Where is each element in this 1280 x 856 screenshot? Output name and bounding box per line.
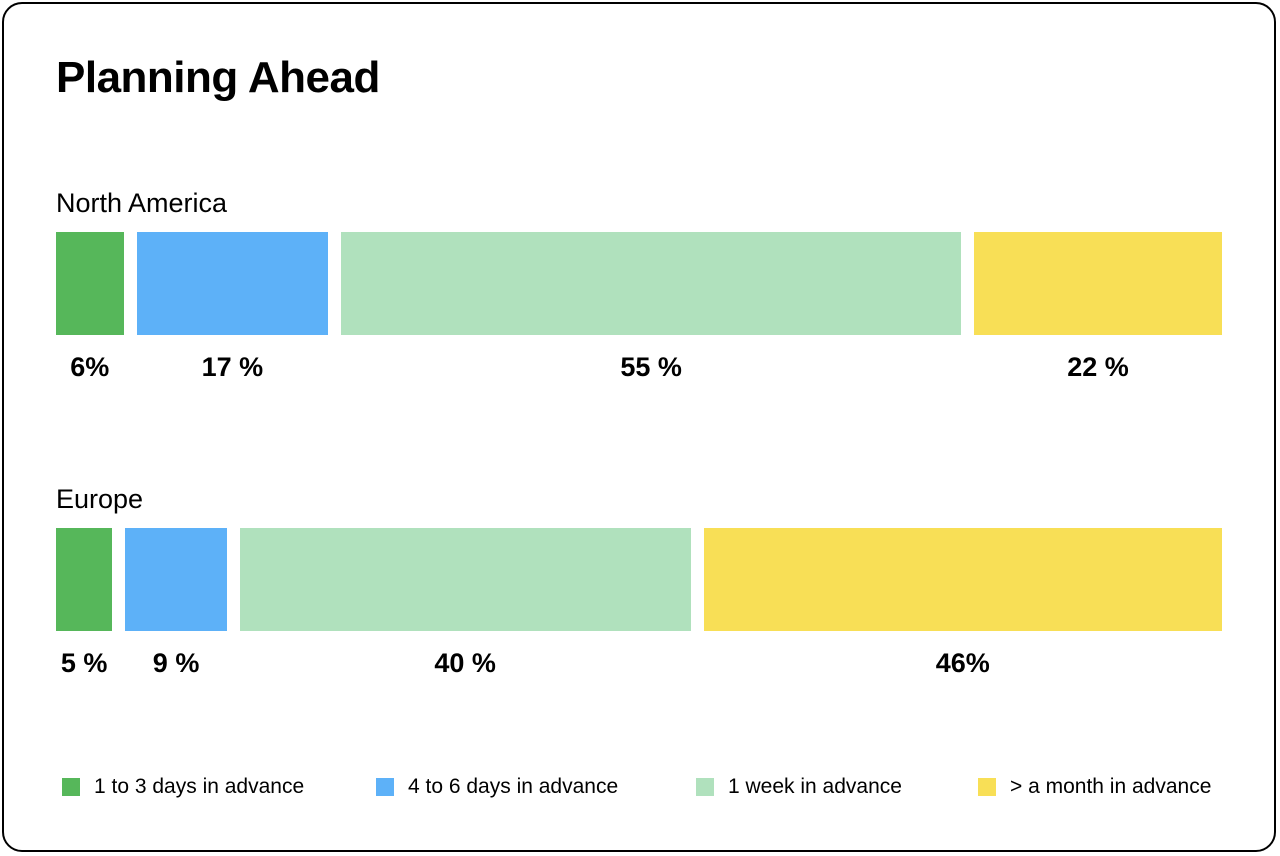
legend-item-3: 1 week in advance — [696, 770, 902, 804]
data-label-europe-1: 5 % — [60, 648, 108, 678]
legend-swatch-2 — [376, 778, 394, 796]
data-label-north-america-4: 22 % — [1067, 352, 1129, 382]
legend-label-4: > a month in advance — [1010, 775, 1212, 798]
bar-segment-europe-4 — [703, 528, 1222, 631]
legend-swatch-3 — [696, 778, 714, 796]
chart-legend: 1 to 3 days in advance 4 to 6 days in adv… — [62, 770, 1224, 804]
bar-row-north-america — [56, 232, 1222, 335]
bar-segment-north-america-2 — [136, 232, 329, 335]
legend-item-2: 4 to 6 days in advance — [376, 770, 618, 804]
data-label-europe-3: 40 % — [434, 648, 496, 678]
legend-item-1: 1 to 3 days in advance — [62, 770, 304, 804]
data-label-north-america-2: 17 % — [201, 352, 264, 382]
bar-segment-europe-3 — [239, 528, 691, 631]
bar-row-europe — [56, 528, 1222, 631]
data-label-europe-2: 9 % — [152, 648, 200, 678]
bar-segment-north-america-1 — [56, 232, 124, 335]
bar-segment-north-america-3 — [341, 232, 962, 335]
legend-label-3: 1 week in advance — [728, 775, 902, 798]
chart-title: Planning Ahead — [56, 53, 380, 102]
data-label-north-america-3: 55 % — [620, 352, 682, 382]
data-label-north-america-1: 6% — [70, 352, 110, 382]
data-label-europe-4: 46% — [935, 648, 990, 678]
region-label-europe: Europe — [56, 484, 144, 514]
legend-swatch-4 — [978, 778, 996, 796]
region-label-north-america: North America — [56, 188, 228, 218]
legend-item-4: > a month in advance — [978, 770, 1211, 804]
legend-swatch-1 — [62, 778, 80, 796]
bar-segment-europe-2 — [125, 528, 227, 631]
legend-label-1: 1 to 3 days in advance — [94, 775, 305, 798]
bar-segment-europe-1 — [56, 528, 113, 631]
bar-segment-north-america-4 — [974, 232, 1222, 335]
legend-label-2: 4 to 6 days in advance — [408, 775, 619, 798]
